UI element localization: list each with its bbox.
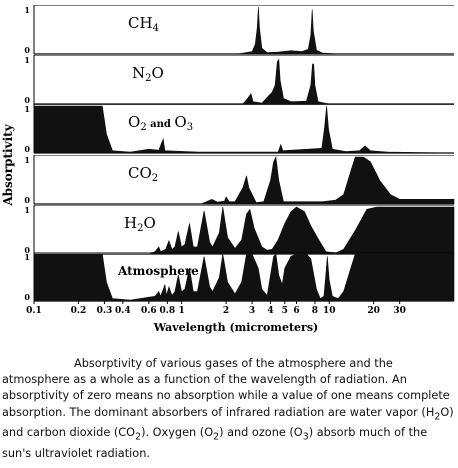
x-tick-label: 4 <box>267 306 273 316</box>
panel-label-part: H <box>124 214 137 232</box>
ytick-bottom: 0 <box>24 95 30 105</box>
panel-4: 1 0 H2O <box>24 205 455 255</box>
panel-label-part: 2 <box>140 122 146 133</box>
panel-label-part: O <box>174 113 186 131</box>
panel-1: 1 0 N2O <box>24 55 454 105</box>
x-tick-label: 10 <box>323 306 336 316</box>
caption-subscript: 2 <box>135 431 142 443</box>
caption-run: ) absorb much of the sun's ultraviolet r… <box>2 426 428 460</box>
caption-subscript: 2 <box>434 410 441 422</box>
absorption-curve <box>34 6 454 55</box>
x-tick-label: 0.4 <box>115 306 131 316</box>
x-tick-label: 8 <box>312 306 318 316</box>
x-tick-label: 3 <box>249 306 255 316</box>
ytick-bottom: 0 <box>24 195 30 205</box>
absorption-curve <box>34 58 454 105</box>
x-tick-label: 0.8 <box>159 306 175 316</box>
ytick-bottom: 0 <box>24 45 30 55</box>
y-axis-label: Absorptivity <box>1 123 15 206</box>
ytick-top: 1 <box>24 104 30 114</box>
panel-label-part: CH <box>128 14 153 32</box>
ytick-bottom: 0 <box>24 144 30 154</box>
panel-5: 1 0 Atmosphere <box>24 252 455 302</box>
panel-label-part: and <box>147 119 175 130</box>
panel-label-part: 2 <box>137 223 143 234</box>
panel-label-part: 4 <box>153 23 159 34</box>
caption-run: ) and ozone (O <box>219 426 303 440</box>
caption-text: Absorptivity of various gases of the atm… <box>2 356 454 462</box>
panel-label-part: O <box>128 113 140 131</box>
panel-label-part: N <box>132 64 145 82</box>
caption-run: Absorptivity of various gases of the atm… <box>2 357 450 419</box>
caption-subscript: 3 <box>302 431 309 443</box>
x-axis: 0.1 0.2 0.3 0.4 0.6 0.8 1 2 3 4 5 6 8 10 20 30 <box>26 301 406 316</box>
panel-label: N2O <box>132 64 164 84</box>
panel-label-part: O <box>143 214 155 232</box>
panel-label-part: O <box>152 64 164 82</box>
caption-run: O) and carbon dioxide (CO <box>2 405 454 440</box>
caption-subscript: 2 <box>213 431 220 443</box>
panel-0: 1 0 CH4 <box>24 5 454 55</box>
panel-label-part: 2 <box>145 73 151 84</box>
ytick-top: 1 <box>24 5 30 15</box>
panel-label-part: 2 <box>152 173 158 184</box>
x-tick-label: 20 <box>367 306 380 316</box>
panel-label-part: CO <box>128 164 152 182</box>
panel-label-part: Atmosphere <box>117 264 199 278</box>
x-tick-label: 0.3 <box>97 306 113 316</box>
x-tick-label: 5 <box>282 306 288 316</box>
absorption-curve <box>34 206 455 255</box>
x-tick-label: 6 <box>293 306 299 316</box>
ytick-top: 1 <box>24 252 30 262</box>
panel-label: CH4 <box>128 14 159 34</box>
panel-3: 1 0 CO2 <box>24 155 455 205</box>
absorption-curve <box>34 155 455 205</box>
x-tick-label: 1 <box>178 306 184 316</box>
x-tick-label: 0.1 <box>26 306 42 316</box>
caption-run: ). Oxygen (O <box>141 426 214 440</box>
x-tick-label: 0.2 <box>71 306 87 316</box>
panel-label: Atmosphere <box>117 264 199 278</box>
panel-label: O2 and O3 <box>128 113 193 133</box>
panel-label-part: 3 <box>187 122 193 133</box>
ytick-top: 1 <box>24 55 30 65</box>
absorption-curve <box>33 253 455 302</box>
x-tick-label: 0.6 <box>141 306 157 316</box>
x-tick-label: 30 <box>393 306 406 316</box>
x-tick-label: 2 <box>223 306 229 316</box>
ytick-bottom: 0 <box>24 245 30 255</box>
figure-caption: Absorptivity of various gases of the atm… <box>2 356 454 462</box>
ytick-bottom: 0 <box>24 292 30 302</box>
absorption-curve <box>33 105 455 154</box>
ytick-top: 1 <box>24 205 30 215</box>
x-axis-label: Wavelength (micrometers) <box>153 321 318 334</box>
panel-label: CO2 <box>128 164 158 184</box>
panel-label: H2O <box>124 214 156 234</box>
ytick-top: 1 <box>24 155 30 165</box>
